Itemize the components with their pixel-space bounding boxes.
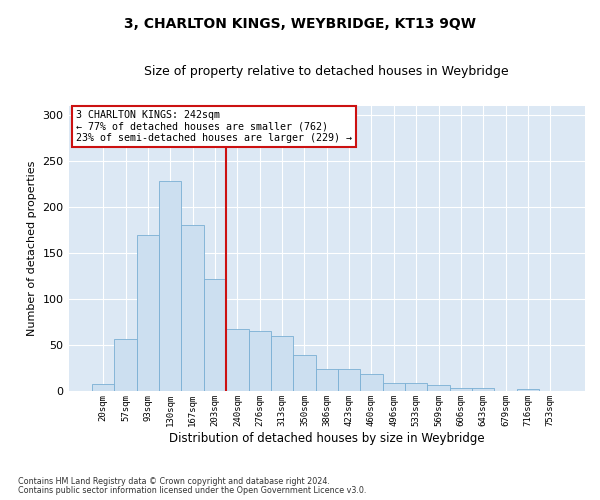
Bar <box>92 384 115 392</box>
Bar <box>383 383 405 392</box>
Bar <box>271 336 293 392</box>
Bar <box>159 181 181 392</box>
Bar <box>338 370 361 392</box>
Bar <box>405 383 427 392</box>
Bar <box>450 388 472 392</box>
Text: 3 CHARLTON KINGS: 242sqm
← 77% of detached houses are smaller (762)
23% of semi-: 3 CHARLTON KINGS: 242sqm ← 77% of detach… <box>76 110 352 143</box>
Y-axis label: Number of detached properties: Number of detached properties <box>27 161 37 336</box>
X-axis label: Distribution of detached houses by size in Weybridge: Distribution of detached houses by size … <box>169 432 485 445</box>
Bar <box>361 374 383 392</box>
Text: Contains public sector information licensed under the Open Government Licence v3: Contains public sector information licen… <box>18 486 367 495</box>
Bar <box>204 279 226 392</box>
Text: Contains HM Land Registry data © Crown copyright and database right 2024.: Contains HM Land Registry data © Crown c… <box>18 478 330 486</box>
Bar <box>316 370 338 392</box>
Bar <box>248 332 271 392</box>
Title: Size of property relative to detached houses in Weybridge: Size of property relative to detached ho… <box>145 65 509 78</box>
Bar <box>226 328 248 392</box>
Bar <box>181 224 204 392</box>
Bar <box>137 234 159 392</box>
Bar <box>472 388 494 392</box>
Bar <box>115 339 137 392</box>
Bar <box>427 385 450 392</box>
Text: 3, CHARLTON KINGS, WEYBRIDGE, KT13 9QW: 3, CHARLTON KINGS, WEYBRIDGE, KT13 9QW <box>124 18 476 32</box>
Bar <box>293 354 316 392</box>
Bar <box>517 388 539 392</box>
